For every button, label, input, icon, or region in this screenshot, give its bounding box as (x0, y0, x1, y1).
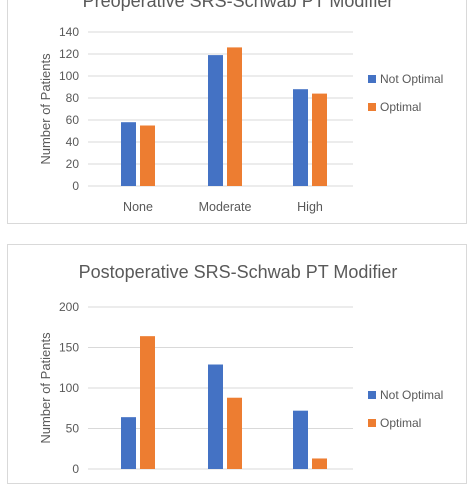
x-tick-label: Moderate (199, 200, 252, 214)
y-tick-label: 50 (66, 422, 80, 436)
chart-title: Postoperative SRS-Schwab PT Modifier (79, 262, 398, 282)
y-tick-label: 150 (59, 341, 79, 355)
bar-optimal (312, 458, 327, 469)
chart-panel-postoperative: Postoperative SRS-Schwab PT Modifier 0 50 1… (7, 244, 467, 484)
bar-optimal (227, 47, 242, 187)
y-tick-label: 60 (66, 113, 80, 127)
y-tick-label: 20 (66, 157, 80, 171)
legend-swatch (368, 391, 376, 399)
bar-not-optimal (121, 122, 136, 186)
x-tick-label: None (123, 200, 153, 214)
bar-not-optimal (208, 364, 223, 469)
y-tick-label: 80 (66, 91, 80, 105)
legend-swatch (368, 103, 376, 111)
bar-not-optimal (208, 55, 223, 186)
y-axis-label: Number of Patients (38, 332, 53, 444)
bar-optimal (312, 93, 327, 186)
chart-svg-preoperative: Preoperative SRS-Schwab PT Modifier 0 20 40… (38, 0, 443, 214)
bar-optimal (140, 125, 155, 186)
bar-optimal (227, 397, 242, 469)
y-tick-label: 40 (66, 135, 80, 149)
legend-swatch (368, 75, 376, 83)
y-tick-label: 140 (59, 25, 79, 39)
chart-title: Preoperative SRS-Schwab PT Modifier (83, 0, 394, 11)
bar-not-optimal (293, 89, 308, 186)
chart-svg-postoperative: Postoperative SRS-Schwab PT Modifier 0 50 1… (38, 262, 443, 476)
x-tick-label: High (297, 200, 323, 214)
y-tick-label: 120 (59, 47, 79, 61)
bar-not-optimal (121, 417, 136, 469)
legend-swatch (368, 419, 376, 427)
legend-label: Not Optimal (380, 72, 443, 86)
chart-panel-preoperative: Preoperative SRS-Schwab PT Modifier 0 20 40… (7, 0, 467, 224)
y-axis-label: Number of Patients (38, 53, 53, 165)
y-tick-label: 100 (59, 381, 79, 395)
bar-not-optimal (293, 410, 308, 469)
bar-optimal (140, 336, 155, 469)
y-tick-label: 100 (59, 69, 79, 83)
y-tick-label: 200 (59, 300, 79, 314)
legend-label: Optimal (380, 100, 421, 114)
legend-label: Not Optimal (380, 388, 443, 402)
y-tick-label: 0 (72, 179, 79, 193)
legend-label: Optimal (380, 416, 421, 430)
y-tick-label: 0 (72, 462, 79, 476)
